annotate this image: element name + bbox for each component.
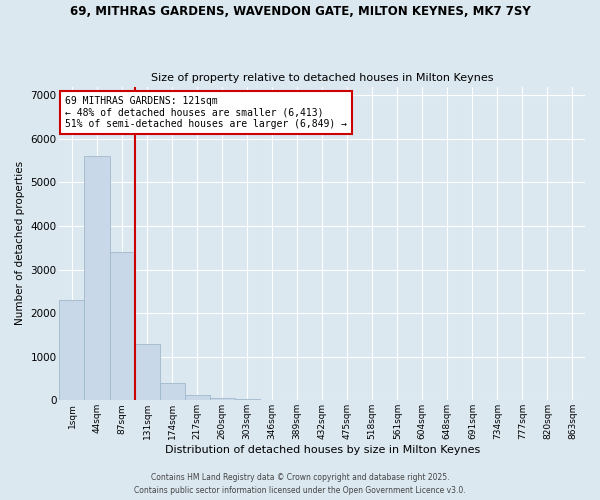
Title: Size of property relative to detached houses in Milton Keynes: Size of property relative to detached ho… <box>151 73 493 83</box>
X-axis label: Distribution of detached houses by size in Milton Keynes: Distribution of detached houses by size … <box>164 445 480 455</box>
Text: 69, MITHRAS GARDENS, WAVENDON GATE, MILTON KEYNES, MK7 7SY: 69, MITHRAS GARDENS, WAVENDON GATE, MILT… <box>70 5 530 18</box>
Bar <box>134 344 160 400</box>
Text: Contains HM Land Registry data © Crown copyright and database right 2025.
Contai: Contains HM Land Registry data © Crown c… <box>134 474 466 495</box>
Bar <box>59 300 85 400</box>
Bar <box>85 156 110 400</box>
Y-axis label: Number of detached properties: Number of detached properties <box>15 162 25 326</box>
Bar <box>185 394 209 400</box>
Text: 69 MITHRAS GARDENS: 121sqm
← 48% of detached houses are smaller (6,413)
51% of s: 69 MITHRAS GARDENS: 121sqm ← 48% of deta… <box>65 96 347 129</box>
Bar <box>209 398 235 400</box>
Bar <box>110 252 134 400</box>
Bar <box>160 383 185 400</box>
